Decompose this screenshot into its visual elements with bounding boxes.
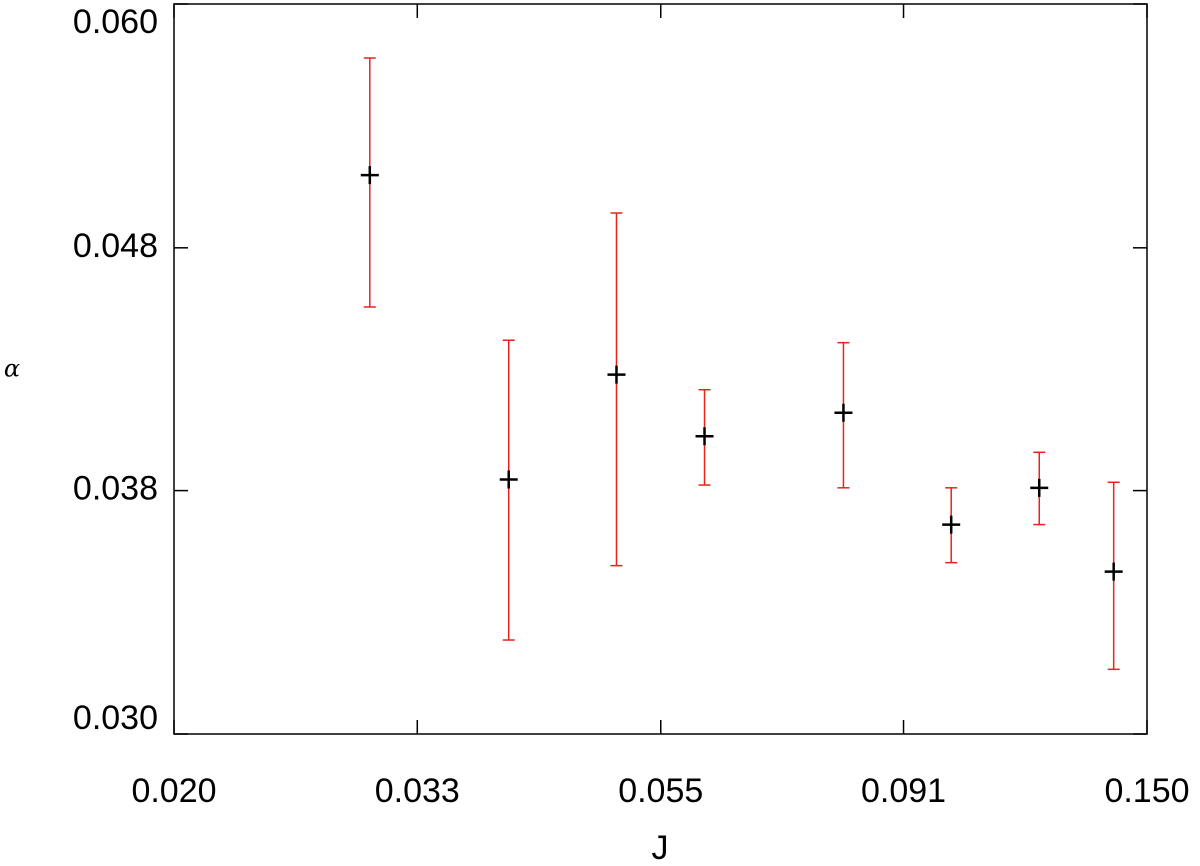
point-marker: [499, 470, 518, 489]
y-tick-label: 0.030: [73, 699, 158, 737]
x-axis-label: J: [652, 829, 669, 866]
y-tick-label: 0.038: [73, 470, 158, 508]
x-tick-label: 0.150: [1104, 772, 1189, 810]
error-bar: [610, 212, 623, 567]
y-axis-label: α: [4, 355, 20, 383]
point-marker: [1030, 478, 1049, 497]
y-tick-label: 0.060: [73, 3, 158, 41]
point-marker: [360, 166, 379, 185]
x-tick-label: 0.055: [618, 772, 703, 810]
x-tick-label: 0.033: [375, 772, 460, 810]
point-marker: [834, 403, 853, 422]
point-marker: [1104, 562, 1123, 581]
error-bar: [502, 339, 515, 641]
point-marker: [695, 427, 714, 446]
plot-frame: [173, 3, 1148, 735]
y-tick-label: 0.048: [73, 227, 158, 265]
point-marker: [607, 365, 626, 384]
point-marker: [942, 515, 961, 534]
x-tick-label: 0.020: [131, 772, 216, 810]
x-tick-label: 0.091: [861, 772, 946, 810]
